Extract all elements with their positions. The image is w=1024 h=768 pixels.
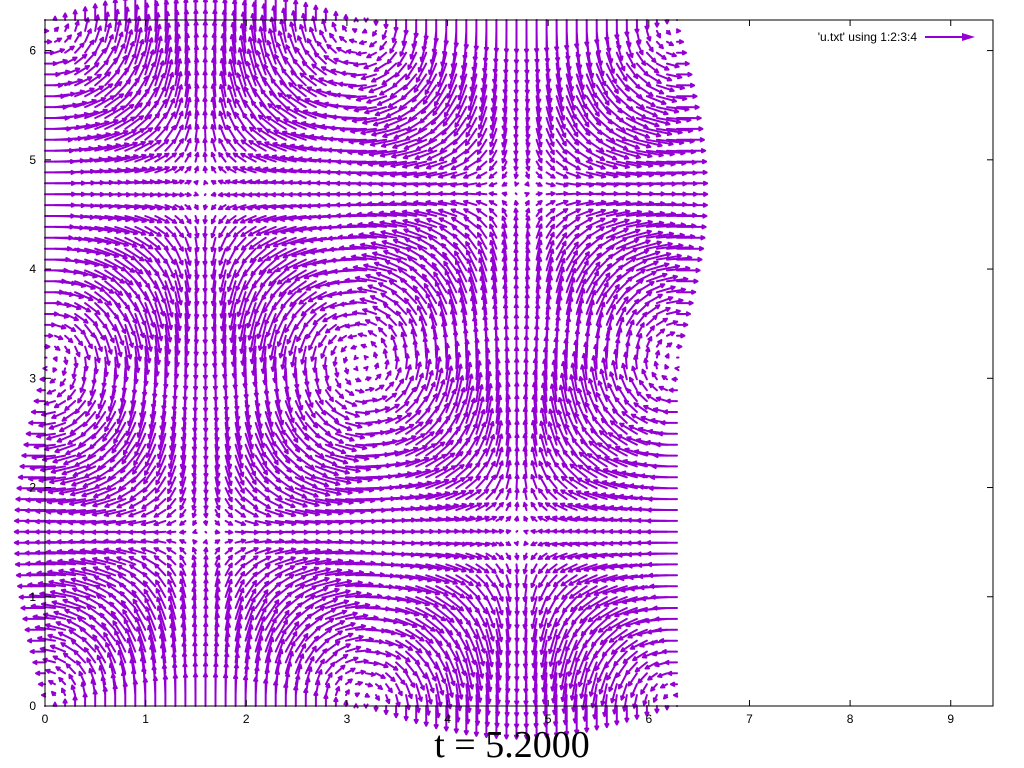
y-axis-ticks: 0 1 2 3 4 5 6 (29, 44, 993, 713)
vector-arrow-column (475, 19, 498, 738)
vector-arrow-column (530, 19, 543, 740)
vector-arrow-column (413, 19, 460, 730)
vector-arrow-column (287, 4, 344, 707)
vector-arrow-column (552, 19, 582, 737)
legend-arrow-head (962, 33, 975, 41)
vector-arrow-column (270, 0, 321, 707)
y-tick-label: 4 (29, 262, 36, 276)
legend-label: 'u.txt' using 1:2:3:4 (818, 30, 918, 44)
x-tick-label: 0 (42, 712, 49, 726)
vector-arrow-column (166, 0, 185, 707)
x-axis-ticks: 0 1 2 3 4 5 6 7 8 9 (42, 20, 954, 726)
x-tick-label: 3 (344, 712, 351, 726)
vector-arrow-column (501, 19, 512, 740)
vector-arrow-column (377, 19, 435, 722)
vector-arrow-column (389, 19, 443, 724)
y-tick-label: 0 (29, 699, 36, 713)
y-tick-label: 1 (29, 590, 36, 604)
vector-arrow-column (232, 0, 259, 707)
x-tick-label: 4 (444, 712, 451, 726)
vector-arrow-column (210, 0, 221, 707)
x-tick-label: 7 (746, 712, 753, 726)
vector-arrow-column (522, 19, 531, 740)
vector-arrow-column (488, 19, 505, 739)
vector-arrow-column (191, 0, 200, 707)
plot-frame (44, 19, 994, 707)
x-tick-label: 9 (947, 712, 954, 726)
y-tick-label: 2 (29, 481, 36, 495)
vector-arrow-column (537, 19, 556, 739)
vector-arrow-column (153, 0, 178, 707)
vector-arrow-column (225, 0, 247, 707)
vector-arrow-column (544, 19, 569, 738)
y-tick-label: 3 (29, 371, 36, 385)
y-tick-label: 5 (29, 153, 36, 167)
vector-arrow-column (401, 19, 452, 727)
vector-arrow-column (450, 19, 483, 736)
x-tick-label: 5 (545, 712, 552, 726)
vector-arrow-column (239, 0, 272, 707)
vector-arrow-column (254, 0, 297, 707)
x-tick-label: 1 (142, 712, 149, 726)
x-tick-label: 6 (645, 712, 652, 726)
vector-arrow-column (217, 0, 234, 707)
x-tick-label: 2 (243, 712, 250, 726)
vector-arrow-column (513, 19, 520, 740)
vector-arrow-column (115, 0, 156, 707)
vector-arrow-column (103, 0, 148, 707)
vector-arrow-column (262, 0, 309, 707)
vector-arrow-column (425, 19, 468, 732)
y-tick-label: 6 (29, 44, 36, 58)
vector-arrow-column (437, 19, 475, 734)
x-tick-label: 8 (847, 712, 854, 726)
vector-arrow-column (279, 1, 333, 707)
vector-arrow-column (179, 0, 192, 707)
vector-arrow-column (127, 0, 163, 707)
time-caption: t = 5.2000 (434, 724, 590, 766)
legend: 'u.txt' using 1:2:3:4 (818, 30, 975, 44)
vector-arrow-column (79, 0, 132, 707)
vector-arrow-column (202, 0, 209, 707)
vector-arrows (13, 0, 709, 740)
